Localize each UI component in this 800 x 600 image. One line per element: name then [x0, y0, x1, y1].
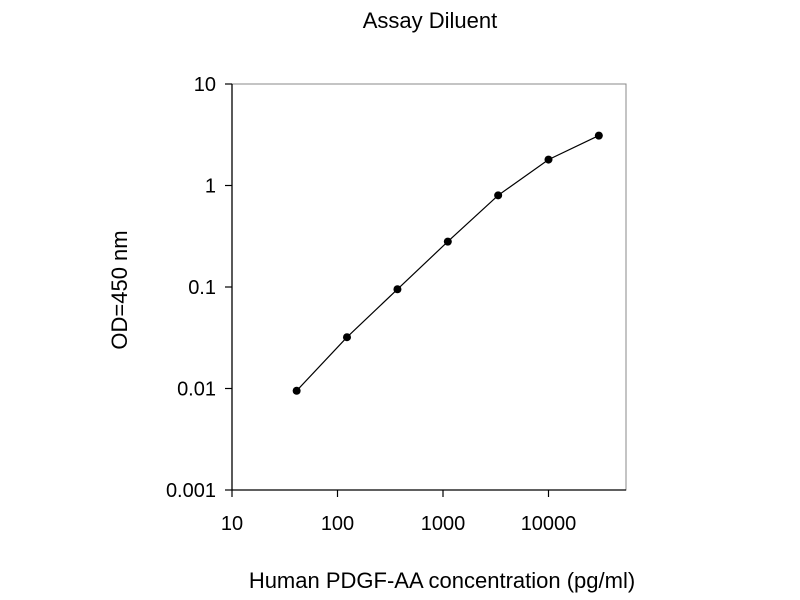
y-axis-ticks: 10 1 0.1 0.01 0.001 [166, 74, 232, 502]
x-axis-title: Human PDGF-AA concentration (pg/ml) [249, 568, 635, 593]
data-point [393, 285, 402, 294]
x-tick-label: 10 [221, 513, 243, 535]
data-point [292, 386, 301, 395]
y-axis-title: OD=450 nm [107, 230, 132, 349]
data-point [544, 155, 553, 164]
y-tick-label: 1 [205, 176, 216, 198]
x-tick-label: 1000 [421, 513, 466, 535]
data-point [443, 237, 452, 246]
data-series [292, 131, 603, 395]
x-axis-ticks: 10 100 1000 10000 [221, 490, 576, 535]
data-point [494, 191, 503, 200]
plot-area: 10 1 0.1 0.01 0.001 10 100 1000 10000 [166, 74, 627, 535]
y-tick-label: 0.01 [177, 379, 216, 401]
data-point [342, 333, 351, 342]
y-tick-label: 0.001 [166, 480, 216, 502]
y-tick-label: 10 [194, 74, 216, 96]
chart-title: Assay Diluent [363, 8, 498, 33]
y-tick-label: 0.1 [188, 277, 216, 299]
x-tick-label: 100 [321, 513, 354, 535]
data-point [594, 131, 603, 140]
plot-frame [231, 83, 627, 491]
series-line [296, 135, 600, 392]
x-tick-label: 10000 [521, 513, 577, 535]
